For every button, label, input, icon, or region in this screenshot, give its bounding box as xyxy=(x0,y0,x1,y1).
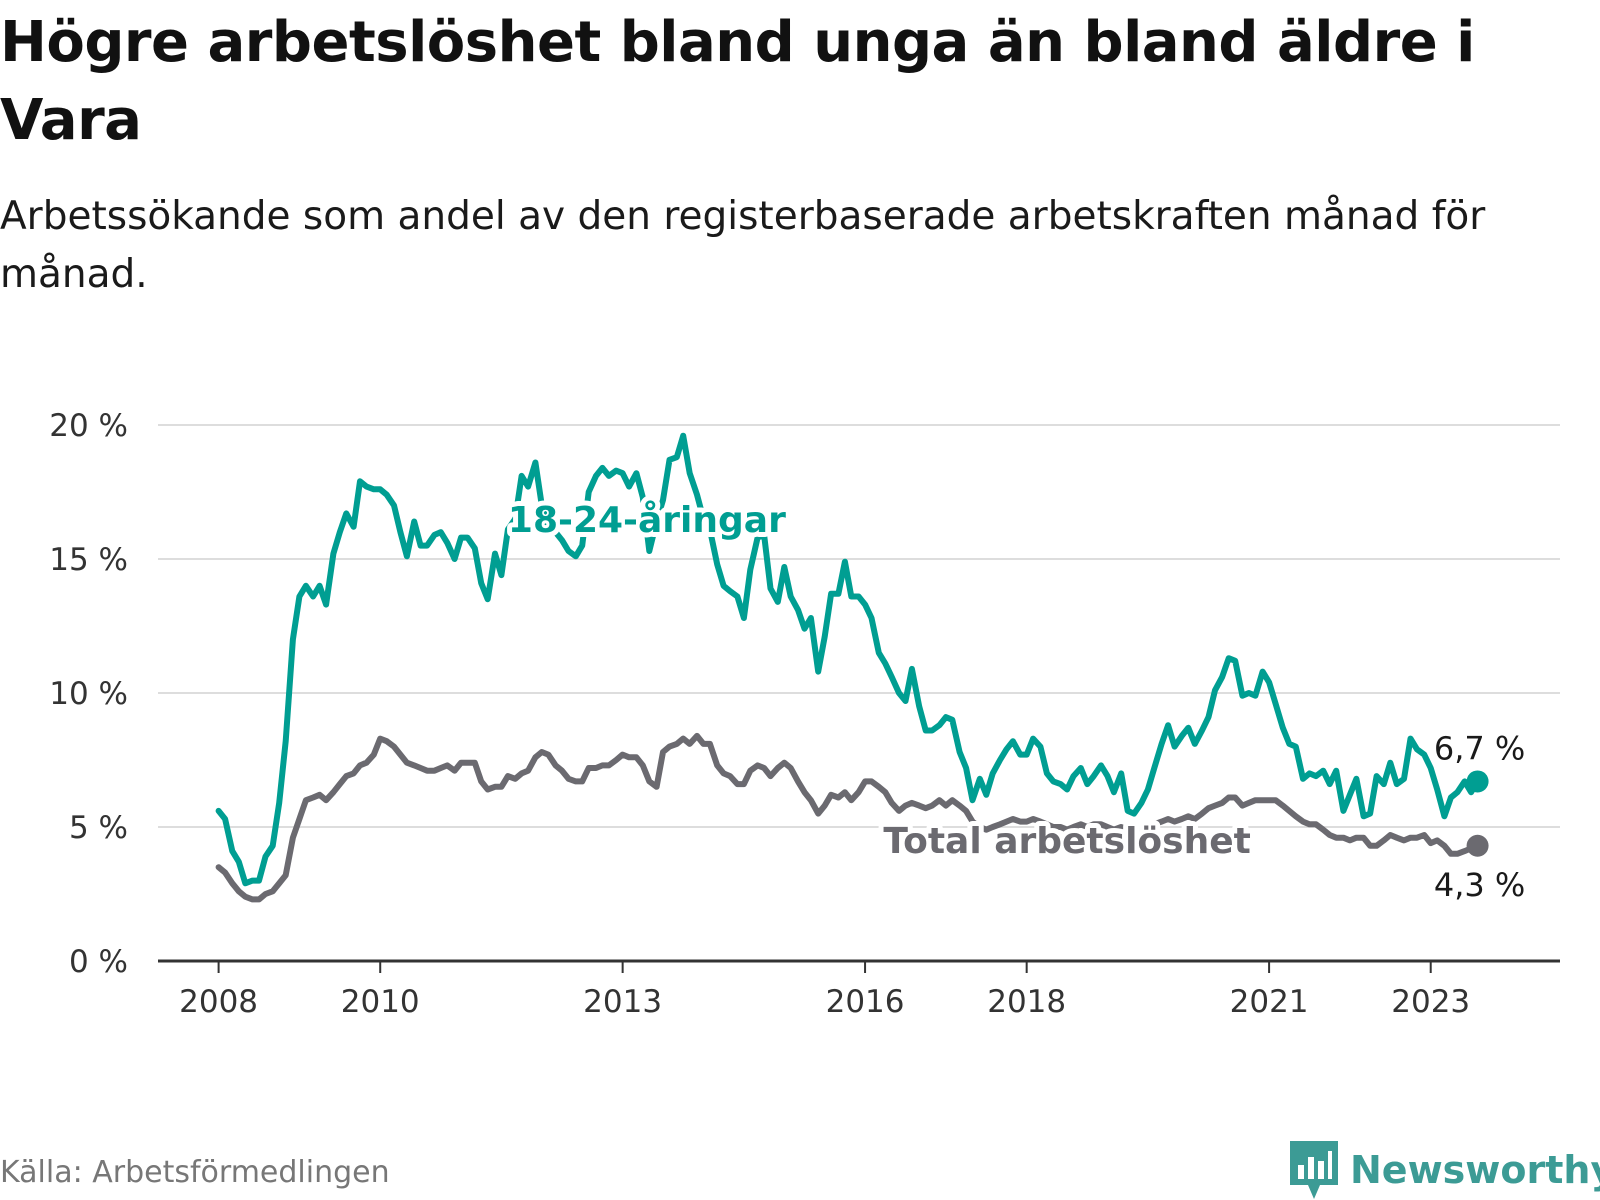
series-label-youth: 18-24-åringar xyxy=(508,500,786,541)
x-tick-label: 2023 xyxy=(1391,984,1470,1020)
x-tick-label: 2008 xyxy=(179,984,258,1020)
series-lines xyxy=(215,432,1489,903)
y-tick-label: 20 % xyxy=(49,408,128,444)
y-tick-label: 10 % xyxy=(49,676,128,712)
newsworthy-icon xyxy=(1290,1141,1338,1199)
end-point-total xyxy=(1466,834,1489,857)
source-note: Källa: Arbetsförmedlingen xyxy=(0,1155,390,1190)
y-tick-label: 15 % xyxy=(49,542,128,578)
series-label-total: Total arbetslöshet xyxy=(883,821,1251,862)
chart-title: Högre arbetslöshet bland unga än bland ä… xyxy=(0,10,1475,153)
x-tick-label: 2010 xyxy=(341,984,420,1020)
series-line-youth xyxy=(215,432,1481,887)
x-tick-label: 2018 xyxy=(987,984,1066,1020)
end-point-youth xyxy=(1466,770,1489,793)
x-tick-label: 2013 xyxy=(583,984,662,1020)
x-axis: 2008 2010 2013 2016 2018 2021 2023 xyxy=(158,959,1560,1020)
series-label-total-halo: Total arbetslöshet xyxy=(883,821,1251,862)
y-axis-ticks: 0 % 5 % 10 % 15 % 20 % xyxy=(49,408,128,980)
chart-subtitle: Arbetssökande som andel av den registerb… xyxy=(0,194,1486,297)
series-line-total xyxy=(215,732,1481,903)
x-tick-label: 2021 xyxy=(1230,984,1309,1020)
newsworthy-logo: Newsworthy xyxy=(1290,1140,1600,1200)
series-label-youth-halo: 18-24-åringar xyxy=(508,500,786,541)
gridlines xyxy=(158,424,1560,828)
end-label-youth: 6,7 % xyxy=(1434,729,1525,767)
y-tick-label: 0 % xyxy=(69,944,128,980)
brand-name: Newsworthy xyxy=(1350,1148,1600,1192)
end-label-total: 4,3 % xyxy=(1434,866,1525,904)
x-tick-label: 2016 xyxy=(826,984,905,1020)
y-tick-label: 5 % xyxy=(69,810,128,846)
